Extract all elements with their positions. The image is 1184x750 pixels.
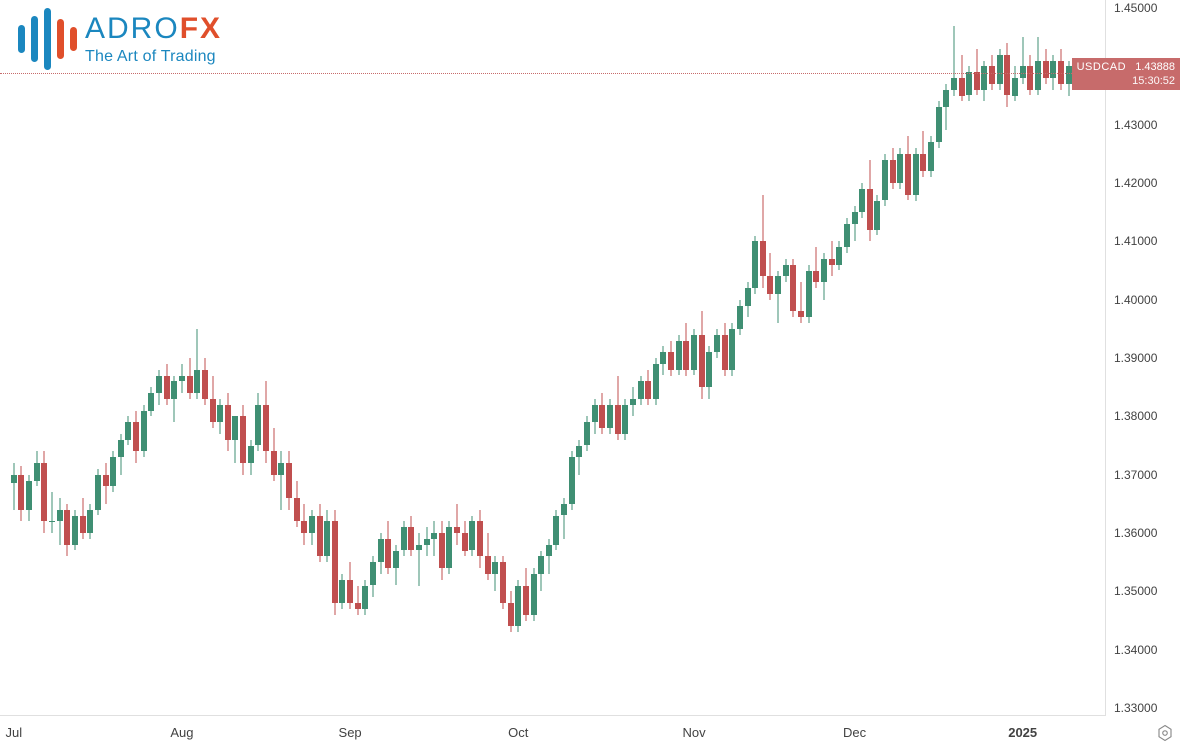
settings-icon[interactable]: [1156, 724, 1174, 742]
price-badge-symbol: USDCAD: [1077, 61, 1126, 73]
y-tick-label: 1.43000: [1114, 118, 1157, 132]
y-tick-label: 1.39000: [1114, 351, 1157, 365]
price-badge-value: 1.43888: [1135, 61, 1175, 73]
y-tick-label: 1.40000: [1114, 293, 1157, 307]
x-tick-label: Nov: [682, 725, 705, 740]
x-axis: Jul Aug Sep Oct Nov Dec 2025: [0, 716, 1106, 750]
y-tick-label: 1.35000: [1114, 584, 1157, 598]
y-tick-label: 1.45000: [1114, 1, 1157, 15]
brand-logo: ADROFX The Art of Trading: [18, 8, 222, 70]
price-badge: USDCAD 1.43888 15:30:52: [1072, 58, 1180, 90]
chart-plot-area[interactable]: [0, 0, 1106, 716]
x-tick-label: Dec: [843, 725, 866, 740]
x-tick-label: Sep: [339, 725, 362, 740]
y-tick-label: 1.33000: [1114, 701, 1157, 715]
y-tick-label: 1.36000: [1114, 526, 1157, 540]
y-tick-label: 1.37000: [1114, 468, 1157, 482]
x-tick-label: 2025: [1008, 725, 1037, 740]
price-badge-countdown: 15:30:52: [1077, 74, 1175, 88]
x-tick-label: Jul: [6, 725, 23, 740]
logo-tagline: The Art of Trading: [85, 48, 222, 66]
x-tick-label: Oct: [508, 725, 528, 740]
x-tick-label: Aug: [170, 725, 193, 740]
y-tick-label: 1.34000: [1114, 643, 1157, 657]
y-axis: 1.450001.440001.430001.420001.410001.400…: [1106, 0, 1184, 716]
logo-title-1: ADRO: [85, 12, 180, 45]
logo-bars-icon: [18, 8, 77, 70]
y-tick-label: 1.42000: [1114, 176, 1157, 190]
logo-title-2: FX: [180, 12, 222, 45]
y-tick-label: 1.41000: [1114, 234, 1157, 248]
current-price-line: [0, 73, 1106, 74]
y-tick-label: 1.38000: [1114, 409, 1157, 423]
logo-text: ADROFX The Art of Trading: [85, 14, 222, 66]
